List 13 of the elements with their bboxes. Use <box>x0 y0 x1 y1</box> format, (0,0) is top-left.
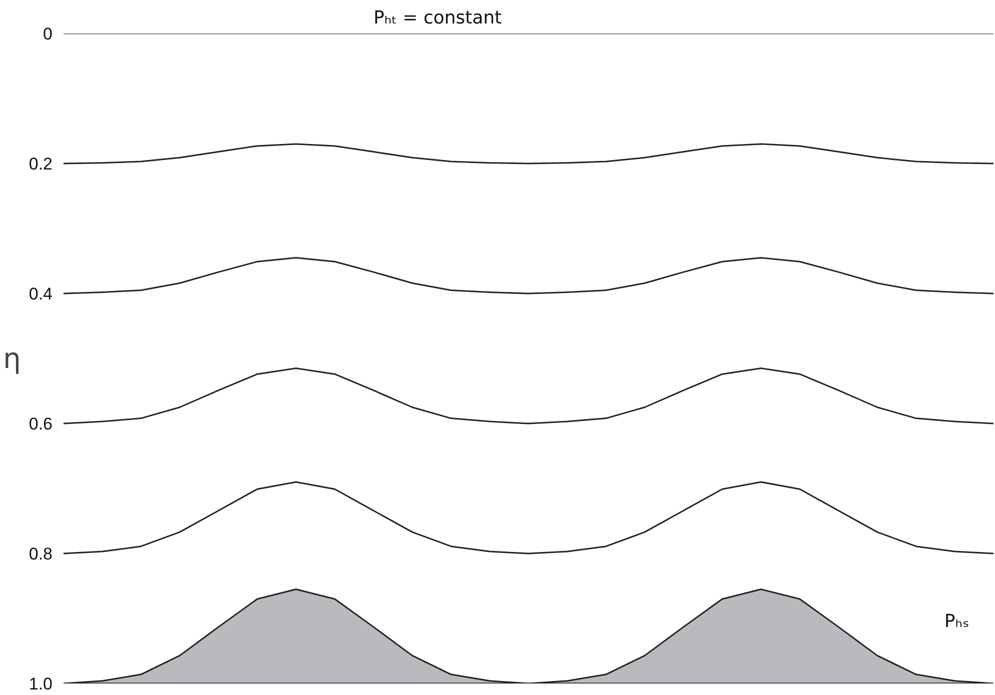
y-tick-label: 0.8 <box>28 544 53 564</box>
y-tick-label: 0.2 <box>28 154 53 174</box>
text: Pₕₜ = constant <box>374 8 502 28</box>
line-series <box>64 257 994 294</box>
y-tick-label: 0.6 <box>28 414 53 434</box>
y-tick-label: 1.0 <box>28 674 53 694</box>
y-axis-title: η <box>3 342 21 375</box>
line-series <box>64 481 994 554</box>
line-series <box>64 368 994 424</box>
y-tick-label: 0.4 <box>28 284 53 304</box>
annotation: Pₕₛ <box>944 611 970 632</box>
line-series <box>64 143 994 164</box>
y-tick-label: 0 <box>43 24 53 44</box>
